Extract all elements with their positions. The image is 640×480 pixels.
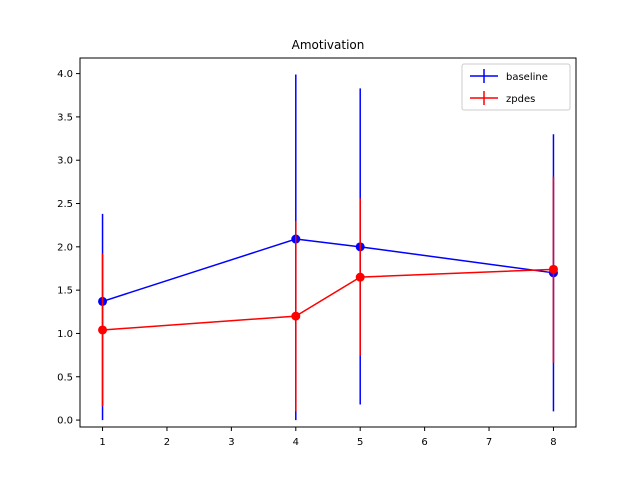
- x-tick-label: 3: [228, 437, 234, 448]
- axes-frame: [79, 57, 577, 428]
- y-tick-label: 0.5: [57, 372, 73, 383]
- y-tick-label: 2.5: [57, 199, 73, 210]
- axes: 1 2 3 4 5 6 7 8 0.0 0.5 1.0 1.5 2.0 2.5 3.0 3.5 4.0: [57, 69, 557, 448]
- data-point: [98, 325, 108, 335]
- plot-area: [98, 74, 558, 421]
- y-tick-label: 3.5: [57, 112, 73, 123]
- series-baseline: [98, 74, 558, 421]
- x-tick-label: 6: [421, 437, 427, 448]
- x-tick-label: 2: [164, 437, 170, 448]
- series-line: [102, 238, 554, 303]
- data-point: [548, 264, 558, 274]
- series-zpdes: [98, 176, 558, 412]
- y-tick-label: 4.0: [57, 69, 73, 80]
- x-tick-label: 1: [99, 437, 105, 448]
- x-tick-label: 8: [550, 437, 556, 448]
- y-tick-label: 1.5: [57, 286, 73, 297]
- legend-label: baseline: [506, 72, 548, 83]
- x-tick-label: 4: [293, 437, 299, 448]
- y-tick-label: 0.0: [57, 416, 73, 427]
- x-tick-label: 5: [357, 437, 363, 448]
- legend-label: zpdes: [506, 94, 535, 105]
- y-tick-label: 3.0: [57, 156, 73, 167]
- chart-title: Amotivation: [292, 38, 365, 52]
- x-tick-label: 7: [486, 437, 492, 448]
- data-point: [291, 311, 301, 321]
- legend: baseline zpdes: [461, 63, 571, 111]
- data-point: [355, 272, 365, 282]
- y-tick-label: 2.0: [57, 242, 73, 253]
- series-line: [102, 268, 554, 331]
- y-tick-label: 1.0: [57, 329, 73, 340]
